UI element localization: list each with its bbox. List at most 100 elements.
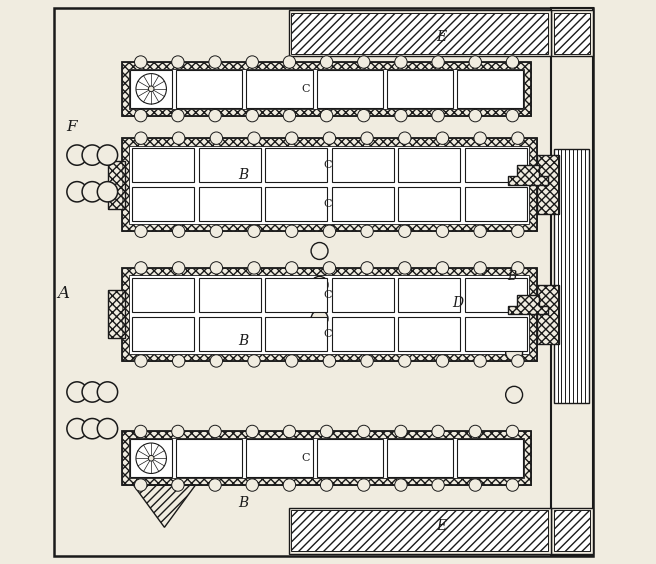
Bar xyxy=(199,317,260,351)
Circle shape xyxy=(82,418,102,439)
Circle shape xyxy=(361,132,373,144)
Text: E: E xyxy=(436,30,446,43)
Bar xyxy=(537,155,560,214)
Circle shape xyxy=(285,355,298,367)
Circle shape xyxy=(209,425,221,438)
Bar xyxy=(291,510,548,551)
Circle shape xyxy=(358,56,370,68)
Polygon shape xyxy=(508,165,548,185)
Circle shape xyxy=(209,56,221,68)
Bar xyxy=(129,146,529,224)
Circle shape xyxy=(134,132,147,144)
Circle shape xyxy=(320,425,333,438)
Bar xyxy=(122,268,537,361)
Bar xyxy=(108,161,125,209)
Circle shape xyxy=(285,262,298,274)
Text: B: B xyxy=(238,496,249,510)
Circle shape xyxy=(97,182,117,202)
Circle shape xyxy=(173,355,185,367)
Bar xyxy=(551,10,593,56)
Bar xyxy=(317,439,383,477)
Bar xyxy=(332,317,394,351)
Circle shape xyxy=(474,225,486,237)
Bar xyxy=(247,439,313,477)
Circle shape xyxy=(432,479,444,491)
Circle shape xyxy=(134,262,147,274)
Circle shape xyxy=(361,225,373,237)
Circle shape xyxy=(469,479,482,491)
Circle shape xyxy=(432,56,444,68)
Bar xyxy=(130,439,173,477)
Bar xyxy=(265,278,327,312)
Bar xyxy=(464,148,527,183)
Bar xyxy=(332,148,394,183)
Circle shape xyxy=(323,132,336,144)
Circle shape xyxy=(283,425,296,438)
Circle shape xyxy=(134,425,147,438)
Bar xyxy=(537,155,560,214)
Bar xyxy=(122,138,537,231)
Circle shape xyxy=(506,149,523,166)
Circle shape xyxy=(361,262,373,274)
Circle shape xyxy=(358,479,370,491)
Circle shape xyxy=(67,382,87,402)
Circle shape xyxy=(248,355,260,367)
Bar xyxy=(265,187,327,221)
Bar xyxy=(129,275,529,354)
Circle shape xyxy=(97,418,117,439)
Circle shape xyxy=(82,145,102,165)
Circle shape xyxy=(469,56,482,68)
Bar xyxy=(108,290,125,338)
Bar xyxy=(122,431,531,485)
Text: C: C xyxy=(324,329,332,339)
Circle shape xyxy=(436,225,449,237)
Bar xyxy=(122,138,537,231)
Circle shape xyxy=(210,355,222,367)
Circle shape xyxy=(148,86,154,91)
Circle shape xyxy=(246,109,258,122)
Circle shape xyxy=(67,182,87,202)
Circle shape xyxy=(246,479,258,491)
Text: C: C xyxy=(301,84,310,94)
Circle shape xyxy=(97,145,117,165)
Bar xyxy=(398,278,460,312)
Circle shape xyxy=(469,109,482,122)
Circle shape xyxy=(432,425,444,438)
Circle shape xyxy=(172,479,184,491)
Circle shape xyxy=(474,132,486,144)
Circle shape xyxy=(399,225,411,237)
Circle shape xyxy=(506,386,523,403)
Circle shape xyxy=(323,355,336,367)
Bar xyxy=(464,317,527,351)
Circle shape xyxy=(436,132,449,144)
Circle shape xyxy=(432,109,444,122)
Circle shape xyxy=(395,425,407,438)
Bar xyxy=(122,62,531,116)
Circle shape xyxy=(474,262,486,274)
Bar xyxy=(108,290,125,338)
Polygon shape xyxy=(508,294,548,315)
Bar xyxy=(199,187,260,221)
Bar xyxy=(332,278,394,312)
Text: F: F xyxy=(66,120,77,134)
Bar xyxy=(457,70,523,108)
Circle shape xyxy=(67,418,87,439)
Circle shape xyxy=(395,109,407,122)
Circle shape xyxy=(506,192,523,209)
Circle shape xyxy=(506,56,519,68)
Bar xyxy=(289,10,551,56)
Bar xyxy=(464,187,527,221)
Circle shape xyxy=(283,56,296,68)
Circle shape xyxy=(512,262,524,274)
Circle shape xyxy=(399,132,411,144)
Circle shape xyxy=(512,132,524,144)
Bar xyxy=(464,278,527,312)
Circle shape xyxy=(173,132,185,144)
Bar xyxy=(122,62,531,116)
Bar xyxy=(199,148,260,183)
Text: C: C xyxy=(301,453,310,463)
Circle shape xyxy=(469,425,482,438)
Bar xyxy=(108,161,125,209)
Bar xyxy=(332,187,394,221)
Circle shape xyxy=(395,479,407,491)
